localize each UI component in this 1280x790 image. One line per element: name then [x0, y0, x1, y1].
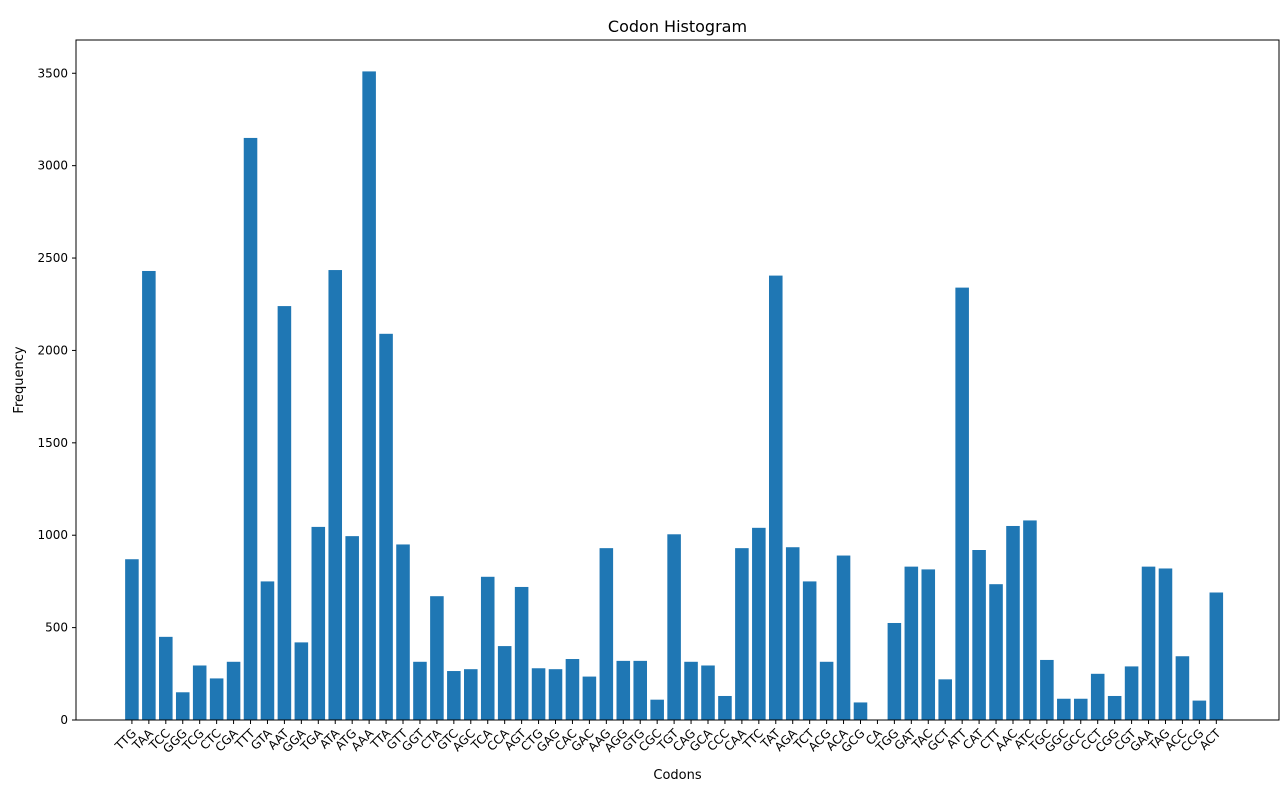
- bar-CAC: [565, 659, 580, 720]
- bar-CAA: [735, 548, 749, 720]
- bar-TAC: [921, 569, 936, 720]
- y-tick-label: 500: [45, 621, 68, 635]
- bar-CAG: [684, 661, 698, 720]
- bar-CTC: [209, 678, 224, 720]
- x-ticks-group: TTGTAATCCGGGTCGCTCCGATTTGTAAATGGATGAATAA…: [112, 720, 1224, 756]
- bar-GGG: [175, 692, 190, 720]
- bar-AGT: [514, 586, 529, 720]
- y-ticks-group: 0 500 1000 1500 2000 2500 3000 3500: [37, 66, 76, 727]
- chart-title: Codon Histogram: [608, 17, 747, 36]
- bar-ACG: [819, 661, 834, 720]
- plot-frame: [75, 39, 1280, 721]
- bar-AAA: [362, 71, 376, 721]
- bar-TCT: [802, 581, 817, 720]
- bar-ACT: [1209, 592, 1224, 720]
- bar-CGG: [1107, 695, 1122, 720]
- bar-CGT: [1124, 666, 1139, 720]
- x-axis-label: Codons: [653, 768, 701, 783]
- bar-CTA: [430, 596, 444, 720]
- bars-group: [125, 71, 1224, 721]
- bar-GCA: [701, 665, 715, 720]
- bar-AAT: [277, 306, 292, 720]
- bar-GCC: [1073, 698, 1088, 720]
- bar-AGG: [616, 660, 631, 720]
- bar-TGG: [887, 622, 902, 720]
- bar-TTC: [752, 527, 766, 720]
- bar-TGT: [667, 534, 681, 720]
- bar-TCC: [159, 636, 173, 720]
- bar-GAA: [1141, 566, 1156, 720]
- bar-CCA: [497, 646, 512, 720]
- bar-ATA: [328, 270, 343, 720]
- y-tick-label: 1500: [37, 436, 68, 450]
- bar-GAT: [904, 566, 919, 720]
- bar-TTT: [243, 137, 258, 720]
- bar-CCT: [1090, 673, 1105, 720]
- bar-GTA: [260, 581, 275, 720]
- x-tick-label: ACT: [1197, 726, 1224, 753]
- bar-CGC: [650, 699, 664, 720]
- bar-TCA: [480, 576, 495, 720]
- bar-ACC: [1175, 656, 1190, 720]
- bar-TAA: [142, 270, 156, 720]
- bar-AAC: [1006, 525, 1020, 720]
- bar-TAT: [768, 275, 783, 720]
- bar-TCG: [192, 665, 207, 720]
- y-tick-label: 3000: [37, 159, 68, 173]
- bar-ACA: [836, 555, 851, 720]
- bar-GAC: [582, 676, 597, 720]
- y-tick-label: 2000: [37, 343, 68, 357]
- bar-GGC: [1057, 698, 1071, 720]
- bar-TGA: [311, 526, 326, 720]
- y-tick-label: 3500: [37, 66, 68, 80]
- bar-TTA: [379, 333, 393, 720]
- bar-CGA: [226, 661, 241, 720]
- y-tick-label: 0: [60, 713, 68, 727]
- y-tick-label: 1000: [37, 528, 68, 542]
- bar-AAG: [599, 548, 614, 720]
- bar-CCG: [1192, 700, 1207, 720]
- bar-TGC: [1040, 659, 1054, 720]
- bar-GGT: [413, 661, 427, 720]
- bar-ATG: [345, 536, 359, 720]
- y-tick-label: 2500: [37, 251, 68, 265]
- y-axis-label: Frequency: [12, 346, 27, 413]
- bar-TTG: [125, 559, 139, 720]
- bar-TAG: [1158, 568, 1173, 720]
- bar-GAG: [548, 669, 563, 720]
- bar-GCT: [938, 679, 952, 720]
- bar-CCC: [718, 695, 732, 720]
- bar-GTG: [633, 660, 648, 720]
- bar-CTT: [989, 584, 1003, 720]
- bar-AGC: [464, 669, 478, 720]
- bar-GTC: [447, 671, 461, 720]
- bar-AGA: [785, 547, 800, 720]
- bar-GCG: [853, 702, 868, 720]
- bar-ATC: [1023, 520, 1037, 720]
- bar-GTT: [396, 544, 410, 720]
- bar-ATT: [955, 287, 969, 720]
- bar-GGA: [294, 642, 309, 720]
- bar-CAT: [972, 550, 986, 720]
- bar-CTG: [531, 668, 546, 720]
